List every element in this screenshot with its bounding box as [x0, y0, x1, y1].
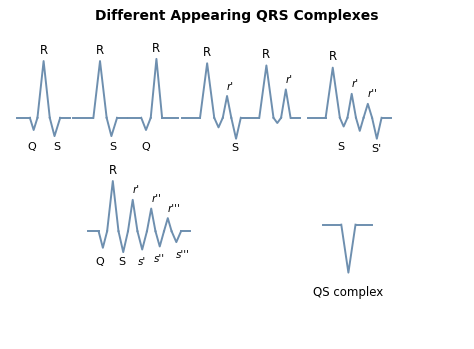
Text: Q: Q [27, 142, 36, 152]
Text: r'': r'' [151, 194, 161, 204]
Text: s': s' [138, 257, 146, 267]
Text: R: R [203, 46, 211, 59]
Text: R: R [109, 164, 117, 177]
Text: Q: Q [141, 142, 150, 152]
Text: Q: Q [95, 257, 104, 267]
Text: Different Appearing QRS Complexes: Different Appearing QRS Complexes [95, 9, 379, 23]
Text: r': r' [227, 82, 234, 92]
Text: s''': s''' [176, 250, 191, 260]
Text: r': r' [352, 80, 359, 89]
Text: R: R [96, 44, 104, 57]
Text: r': r' [133, 185, 140, 195]
Text: r'': r'' [368, 89, 378, 99]
Text: S: S [118, 258, 126, 267]
Text: S: S [337, 142, 345, 152]
Text: r''': r''' [168, 204, 181, 214]
Text: R: R [152, 42, 161, 54]
Text: s'': s'' [154, 254, 165, 264]
Text: S: S [53, 142, 60, 152]
Text: R: R [328, 50, 337, 63]
Text: QS complex: QS complex [313, 286, 383, 299]
Text: r': r' [286, 75, 293, 85]
Text: S: S [109, 142, 117, 152]
Text: S: S [231, 143, 238, 153]
Text: S': S' [372, 144, 382, 154]
Text: R: R [262, 48, 271, 61]
Text: R: R [39, 44, 48, 57]
